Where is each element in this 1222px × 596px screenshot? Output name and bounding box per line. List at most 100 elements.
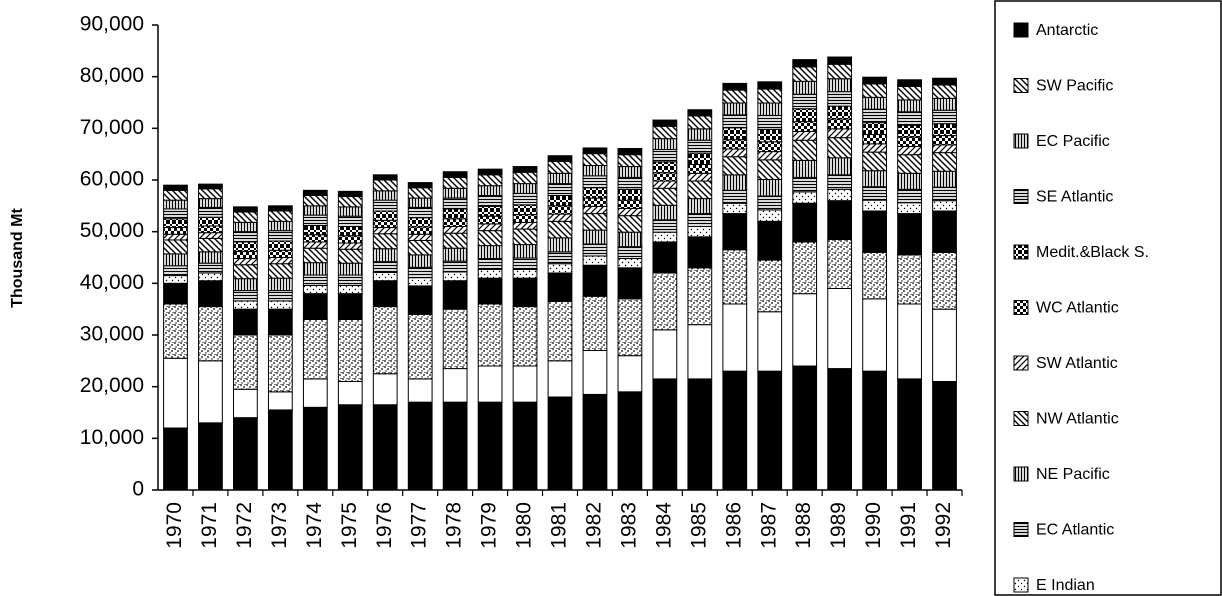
bar-segment	[617, 355, 643, 393]
legend-swatch	[1013, 78, 1029, 93]
bar-segment	[442, 271, 468, 282]
bar-segment	[547, 360, 573, 398]
bar-segment	[407, 285, 433, 315]
bar-segment	[372, 190, 398, 201]
bar-segment	[547, 237, 573, 253]
bar-segment	[862, 370, 887, 491]
bar-segment	[163, 303, 188, 359]
bar-segment	[163, 253, 188, 267]
bar-segment	[862, 96, 887, 110]
bar-segment	[582, 197, 608, 207]
bar-segment	[827, 368, 853, 491]
legend-swatch	[1013, 577, 1029, 593]
legend-swatch	[1013, 411, 1029, 426]
bar-segment	[687, 164, 713, 174]
bar-segment	[582, 147, 608, 155]
bar-segment	[652, 125, 678, 140]
bar-segment	[757, 209, 783, 222]
bar-segment	[372, 179, 398, 192]
bar-segment	[652, 378, 678, 491]
bar-segment	[267, 249, 293, 258]
bar-segment	[932, 77, 957, 86]
bar-segment	[757, 195, 783, 211]
bar-segment	[198, 198, 223, 208]
bar-segment	[267, 257, 293, 265]
bar-segment	[233, 264, 258, 280]
bar-segment	[862, 199, 887, 212]
y-tick-label: 10,000	[80, 426, 144, 449]
bar-segment	[617, 188, 643, 201]
bar-segment	[337, 242, 363, 250]
bar-segment	[932, 84, 957, 99]
bar-segment	[687, 213, 713, 227]
bar-segment	[862, 83, 887, 98]
legend-box	[994, 0, 1222, 596]
bar-segment	[198, 216, 223, 227]
x-tick-label: 1980	[513, 502, 536, 549]
bar-segment	[337, 381, 363, 406]
bar-segment	[477, 205, 503, 217]
bar-segment	[337, 190, 363, 198]
bar-segment	[547, 272, 573, 302]
bar-segment	[302, 293, 328, 320]
bar-segment	[442, 226, 468, 234]
bar-segment	[337, 196, 363, 208]
bar-segment	[722, 174, 748, 191]
x-tick-label: 1985	[687, 502, 710, 549]
bar-segment	[512, 244, 538, 259]
bar-segment	[827, 174, 853, 190]
y-axis-label: Thousand Mt	[9, 208, 26, 308]
legend-label: WC Atlantic	[1036, 300, 1119, 317]
bar-segment	[407, 266, 433, 279]
x-tick-label: 1989	[827, 502, 850, 549]
bar-segment	[407, 197, 433, 208]
bar-segment	[407, 233, 433, 241]
bar-segment	[198, 422, 223, 491]
x-tick-label: 1976	[373, 502, 396, 549]
bar-segment	[302, 247, 328, 264]
bar-segment	[302, 319, 328, 380]
y-tick-label: 30,000	[80, 323, 144, 346]
bar-segment	[512, 268, 538, 279]
bar-segment	[897, 99, 922, 113]
bar-segment	[652, 180, 678, 189]
bar-segment	[547, 300, 573, 362]
legend-label: NE Pacific	[1036, 466, 1110, 483]
bar-segment	[792, 108, 818, 123]
bar-segment	[267, 210, 293, 222]
bar-segment	[792, 176, 818, 193]
bar-segment	[163, 233, 188, 241]
x-tick-label: 1983	[617, 502, 640, 549]
bar-segment	[337, 262, 363, 276]
x-tick-label: 1979	[478, 502, 501, 549]
bar-segment	[617, 267, 643, 300]
y-tick-label: 80,000	[80, 64, 144, 87]
bar-segment	[407, 378, 433, 403]
bar-segment	[372, 174, 398, 181]
bar-segment	[582, 229, 608, 245]
bar-segment	[757, 88, 783, 104]
bar-segment	[792, 293, 818, 367]
bar-segment	[932, 152, 957, 172]
bar-segment	[757, 102, 783, 116]
bar-segment	[617, 391, 643, 491]
legend-swatch	[1013, 244, 1029, 260]
x-tick-label: 1988	[792, 502, 815, 549]
bar-segment	[932, 144, 957, 154]
bar-segment	[687, 324, 713, 380]
legend-swatch	[1013, 22, 1029, 38]
legend-swatch	[1013, 189, 1029, 204]
bar-segment	[512, 221, 538, 230]
bar-segment	[722, 148, 748, 158]
bar-segment	[932, 109, 957, 125]
bar-segment	[897, 213, 922, 256]
bar-segment	[477, 185, 503, 197]
bar-segment	[722, 202, 748, 215]
bar-segment	[512, 192, 538, 206]
bar-segment	[932, 210, 957, 253]
bar-segment	[722, 139, 748, 150]
bar-segment	[407, 277, 433, 287]
bar-segment	[267, 334, 293, 393]
bar-segment	[792, 241, 818, 295]
